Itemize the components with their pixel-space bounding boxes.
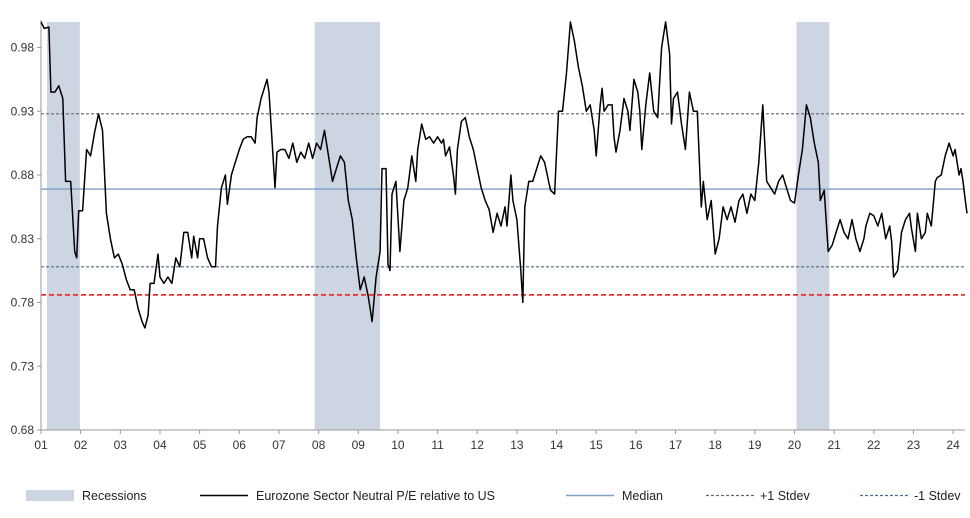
x-tick-label-9: 10 xyxy=(391,438,405,452)
recession-band-3 xyxy=(796,22,830,430)
recession-band-2 xyxy=(314,22,381,430)
recession-bands xyxy=(46,22,830,430)
legend: Recessions Eurozone Sector Neutral P/E r… xyxy=(26,489,961,503)
y-tick-label-2: 0.78 xyxy=(11,296,35,310)
x-tick-label-22: 23 xyxy=(907,438,921,452)
x-tick-label-0: 01 xyxy=(34,438,48,452)
x-tick-label-2: 03 xyxy=(114,438,128,452)
y-tick-label-4: 0.88 xyxy=(11,168,35,182)
x-tick-label-23: 24 xyxy=(946,438,960,452)
legend-plus-stdev-label: +1 Stdev xyxy=(760,489,810,503)
x-tick-label-1: 02 xyxy=(74,438,88,452)
x-tick-label-7: 08 xyxy=(312,438,326,452)
x-tick-label-4: 05 xyxy=(193,438,207,452)
y-tick-label-6: 0.98 xyxy=(11,41,35,55)
x-tick-label-16: 17 xyxy=(669,438,683,452)
x-tick-label-20: 21 xyxy=(827,438,841,452)
legend-median-label: Median xyxy=(622,489,663,503)
x-tick-label-12: 13 xyxy=(510,438,524,452)
axes: 0.68 0.73 0.78 0.83 0.88 0.93 0.98 01 02 03 04 05 06… xyxy=(11,20,965,452)
series-line-1 xyxy=(40,21,968,329)
x-tick-label-8: 09 xyxy=(352,438,366,452)
x-tick-label-10: 11 xyxy=(431,438,444,452)
y-tick-label-1: 0.73 xyxy=(11,359,35,373)
x-tick-label-6: 07 xyxy=(272,438,286,452)
recession-band-1 xyxy=(46,22,80,430)
y-tick-label-0: 0.68 xyxy=(11,423,35,437)
x-tick-label-15: 16 xyxy=(629,438,643,452)
x-tick-label-18: 19 xyxy=(748,438,762,452)
x-tick-label-17: 18 xyxy=(708,438,722,452)
reference-lines xyxy=(41,113,965,296)
series-group xyxy=(40,21,968,329)
x-tick-label-19: 20 xyxy=(788,438,802,452)
y-tick-label-5: 0.93 xyxy=(11,104,35,118)
x-tick-label-21: 22 xyxy=(867,438,881,452)
x-tick-label-14: 15 xyxy=(590,438,604,452)
x-tick-label-3: 04 xyxy=(153,438,167,452)
y-tick-label-3: 0.83 xyxy=(11,232,35,246)
legend-recessions-label: Recessions xyxy=(82,489,147,503)
x-tick-label-13: 14 xyxy=(550,438,564,452)
x-tick-label-11: 12 xyxy=(471,438,485,452)
x-tick-label-5: 06 xyxy=(233,438,247,452)
legend-minus-stdev-label: -1 Stdev xyxy=(914,489,961,503)
legend-recessions-swatch xyxy=(26,490,74,501)
legend-series-label: Eurozone Sector Neutral P/E relative to … xyxy=(256,489,495,503)
